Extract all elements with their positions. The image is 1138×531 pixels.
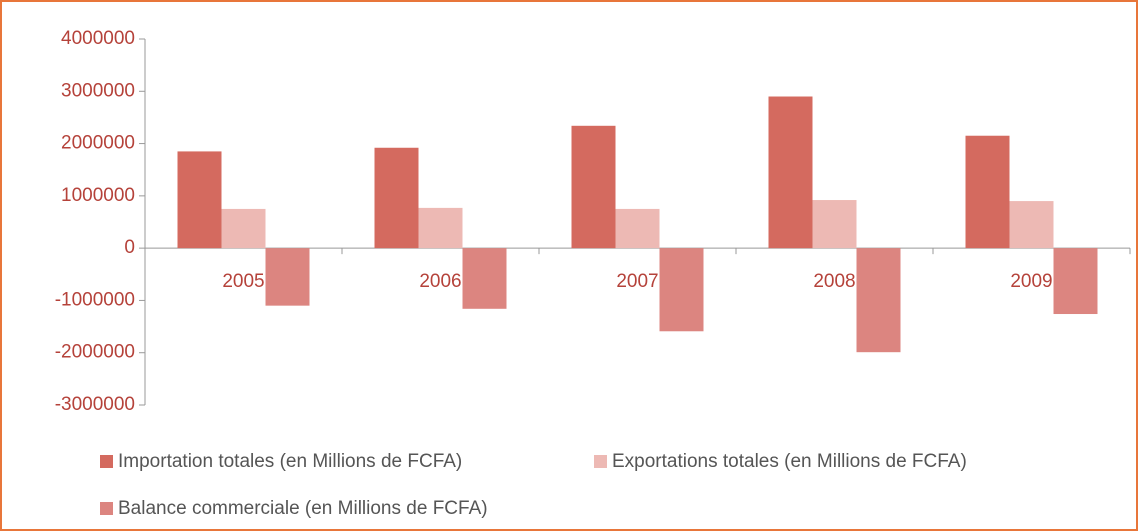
bar [768, 96, 813, 249]
y-tick-label: -2000000 [55, 342, 135, 363]
bar [659, 248, 704, 332]
bar [462, 248, 507, 309]
bar [856, 248, 901, 353]
y-tick-label: 1000000 [61, 185, 135, 206]
y-tick-label: 2000000 [61, 133, 135, 154]
bar [374, 147, 419, 249]
y-tick-label: -1000000 [55, 289, 135, 310]
x-tick-label: 2007 [616, 271, 658, 292]
bar [965, 135, 1010, 249]
y-tick-label: 0 [124, 237, 135, 258]
bar [1009, 201, 1054, 249]
y-tick-label: 3000000 [61, 80, 135, 101]
legend-label: Balance commerciale (en Millions de FCFA… [118, 498, 488, 519]
bar [265, 248, 310, 306]
bar [571, 125, 616, 249]
bar [1053, 248, 1098, 315]
bar [812, 200, 857, 249]
x-tick-label: 2005 [222, 271, 264, 292]
y-tick-label: 4000000 [61, 28, 135, 49]
legend-label: Exportations totales (en Millions de FCF… [612, 451, 967, 472]
bar [418, 207, 463, 249]
bar [221, 208, 266, 249]
x-tick-label: 2009 [1010, 271, 1052, 292]
x-tick-label: 2006 [419, 271, 461, 292]
legend-label: Importation totales (en Millions de FCFA… [118, 451, 462, 472]
x-tick-label: 2008 [813, 271, 855, 292]
y-tick-label: -3000000 [55, 394, 135, 415]
legend-swatch [100, 502, 113, 515]
bar [177, 151, 222, 249]
bar [615, 208, 660, 249]
legend-swatch [594, 455, 607, 468]
legend-swatch [100, 455, 113, 468]
